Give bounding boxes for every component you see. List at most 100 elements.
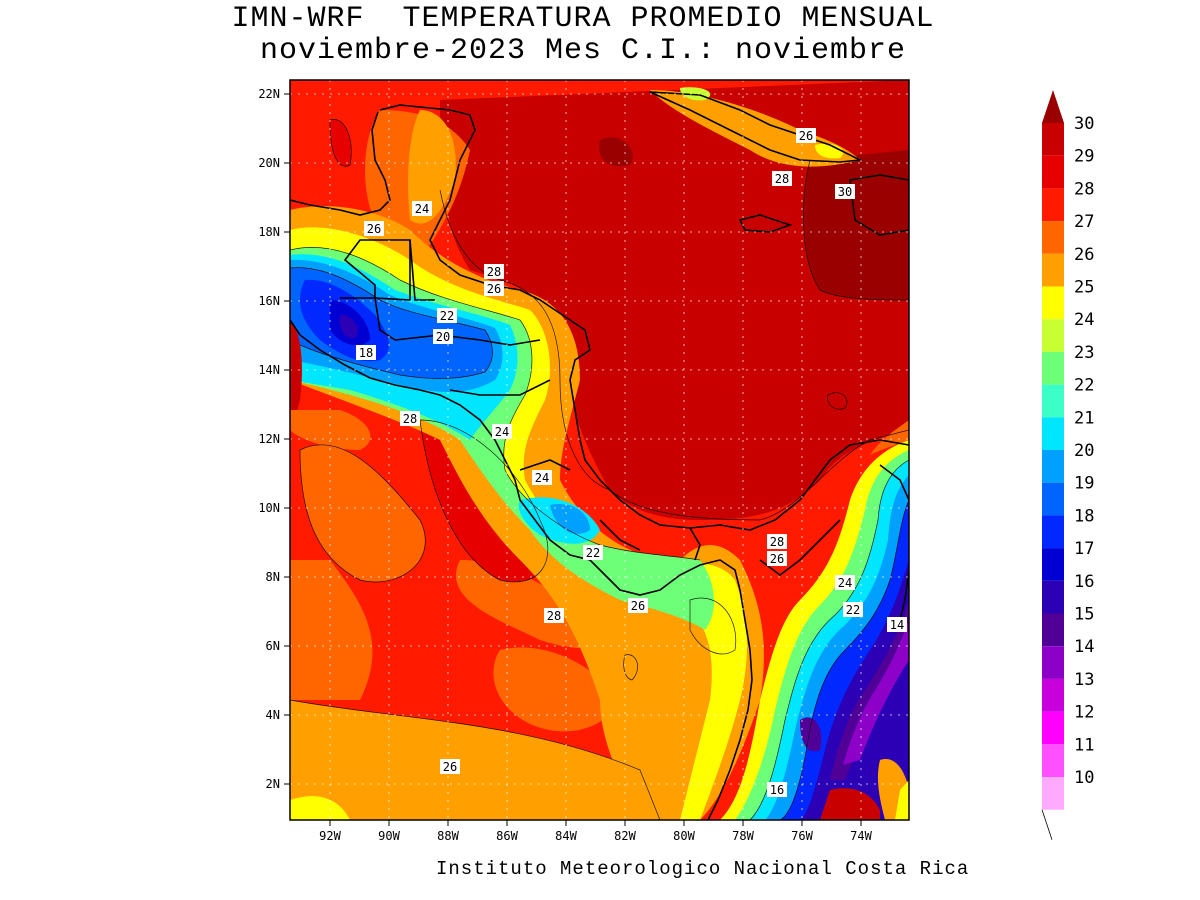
colorbar-label: 18 (1074, 506, 1094, 526)
colorbar: 30 29 28 27 26 25 24 23 22 21 20 19 18 17 16 15 14 13 12 11… (1041, 90, 1094, 840)
contour-label: 14 (890, 618, 904, 632)
contour-label: 26 (631, 599, 645, 613)
colorbar-swatch (1042, 188, 1064, 222)
contour-label: 24 (495, 425, 509, 439)
colorbar-swatch (1042, 221, 1064, 254)
colorbar-swatch (1042, 286, 1064, 320)
contour-label: 28 (487, 265, 501, 279)
contour-label: 24 (415, 202, 429, 216)
lat-label: 4N (266, 708, 280, 722)
lon-label: 74W (850, 829, 872, 843)
colorbar-swatch (1042, 351, 1064, 385)
lat-label: 2N (266, 777, 280, 791)
colorbar-swatch (1042, 678, 1064, 712)
colorbar-arrow-bottom (1041, 809, 1053, 840)
colorbar-swatch (1042, 417, 1064, 450)
colorbar-label: 26 (1074, 245, 1094, 265)
lon-label: 88W (437, 829, 459, 843)
contour-label: 26 (799, 129, 813, 143)
colorbar-label: 30 (1074, 114, 1094, 134)
contour-label: 26 (443, 760, 457, 774)
lat-label: 6N (266, 639, 280, 653)
graticule (290, 80, 909, 820)
lon-label: 78W (732, 829, 754, 843)
colorbar-swatch (1042, 384, 1064, 418)
colorbar-swatch (1042, 580, 1064, 614)
contour-labels: 26 24 28 26 22 20 18 28 24 24 22 26 28 2… (356, 128, 907, 797)
lat-label: 20N (258, 156, 280, 170)
lon-label: 80W (673, 829, 695, 843)
map-title-line2: noviembre-2023 Mes C.I.: noviembre (259, 34, 907, 68)
colorbar-label: 19 (1074, 474, 1094, 494)
contour-label: 28 (775, 172, 789, 186)
colorbar-label: 10 (1074, 768, 1094, 788)
colorbar-swatch (1042, 482, 1064, 516)
colorbar-swatch (1042, 515, 1064, 549)
contour-lines (290, 119, 909, 820)
colorbar-label: 25 (1074, 278, 1094, 298)
colorbar-swatch (1042, 123, 1064, 156)
colorbar-swatch (1042, 155, 1064, 189)
colorbar-label: 27 (1074, 212, 1094, 232)
longitude-labels: 92W 90W 88W 86W 84W 82W 80W 78W 76W 74W (319, 829, 872, 843)
colorbar-label: 14 (1074, 637, 1094, 657)
colorbar-label: 23 (1074, 343, 1094, 363)
lat-label: 18N (258, 225, 280, 239)
colorbar-label: 17 (1074, 539, 1094, 559)
colorbar-swatch (1042, 744, 1064, 777)
lat-label: 22N (258, 87, 280, 101)
colorbar-swatch (1042, 450, 1064, 483)
colorbar-label: 29 (1074, 147, 1094, 167)
colorbar-label: 13 (1074, 670, 1094, 690)
lat-label: 16N (258, 294, 280, 308)
colorbar-swatch (1042, 777, 1064, 810)
map-title-line1: IMN-WRF TEMPERATURA PROMEDIO MENSUAL (231, 2, 935, 36)
map-frame (289, 79, 910, 821)
colorbar-label: 16 (1074, 572, 1094, 592)
tick-marks (284, 93, 862, 826)
contour-label: 24 (535, 471, 549, 485)
contour-label: 22 (846, 603, 860, 617)
contour-label: 26 (770, 552, 784, 566)
contour-label: 24 (838, 576, 852, 590)
colorbar-label: 21 (1074, 408, 1094, 428)
lat-label: 8N (266, 570, 280, 584)
colorbar-label: 22 (1074, 376, 1094, 396)
lon-label: 90W (378, 829, 400, 843)
colorbar-swatch (1042, 253, 1064, 287)
colorbar-swatch (1042, 319, 1064, 352)
latitude-labels: 22N 20N 18N 16N 14N 12N 10N 8N 6N 4N 2N (258, 87, 280, 791)
contour-label: 26 (367, 222, 381, 236)
contour-label: 22 (440, 309, 454, 323)
colorbar-swatch (1042, 711, 1064, 745)
lat-label: 10N (258, 501, 280, 515)
lon-label: 84W (555, 829, 577, 843)
lon-label: 92W (319, 829, 341, 843)
colorbar-label: 28 (1074, 179, 1094, 199)
lat-label: 14N (258, 363, 280, 377)
colorbar-swatch (1042, 613, 1064, 647)
contour-label: 28 (770, 535, 784, 549)
contour-label: 28 (403, 412, 417, 426)
lat-label: 12N (258, 432, 280, 446)
contour-label: 22 (586, 546, 600, 560)
contour-label: 16 (770, 783, 784, 797)
temperature-field (290, 80, 909, 820)
colorbar-swatch (1042, 646, 1064, 679)
colorbar-arrow-top (1042, 90, 1064, 123)
colorbar-label: 20 (1074, 441, 1094, 461)
contour-label: 20 (436, 330, 450, 344)
colorbar-label: 12 (1074, 703, 1094, 723)
contour-label: 28 (547, 609, 561, 623)
contour-label: 26 (487, 282, 501, 296)
lon-label: 86W (496, 829, 518, 843)
colorbar-label: 11 (1074, 735, 1094, 755)
contour-label: 30 (838, 185, 852, 199)
colorbar-label: 15 (1074, 605, 1094, 625)
lon-label: 76W (791, 829, 813, 843)
contour-label: 18 (359, 346, 373, 360)
colorbar-label: 24 (1074, 310, 1094, 330)
lon-label: 82W (614, 829, 636, 843)
colorbar-swatch (1042, 548, 1064, 581)
